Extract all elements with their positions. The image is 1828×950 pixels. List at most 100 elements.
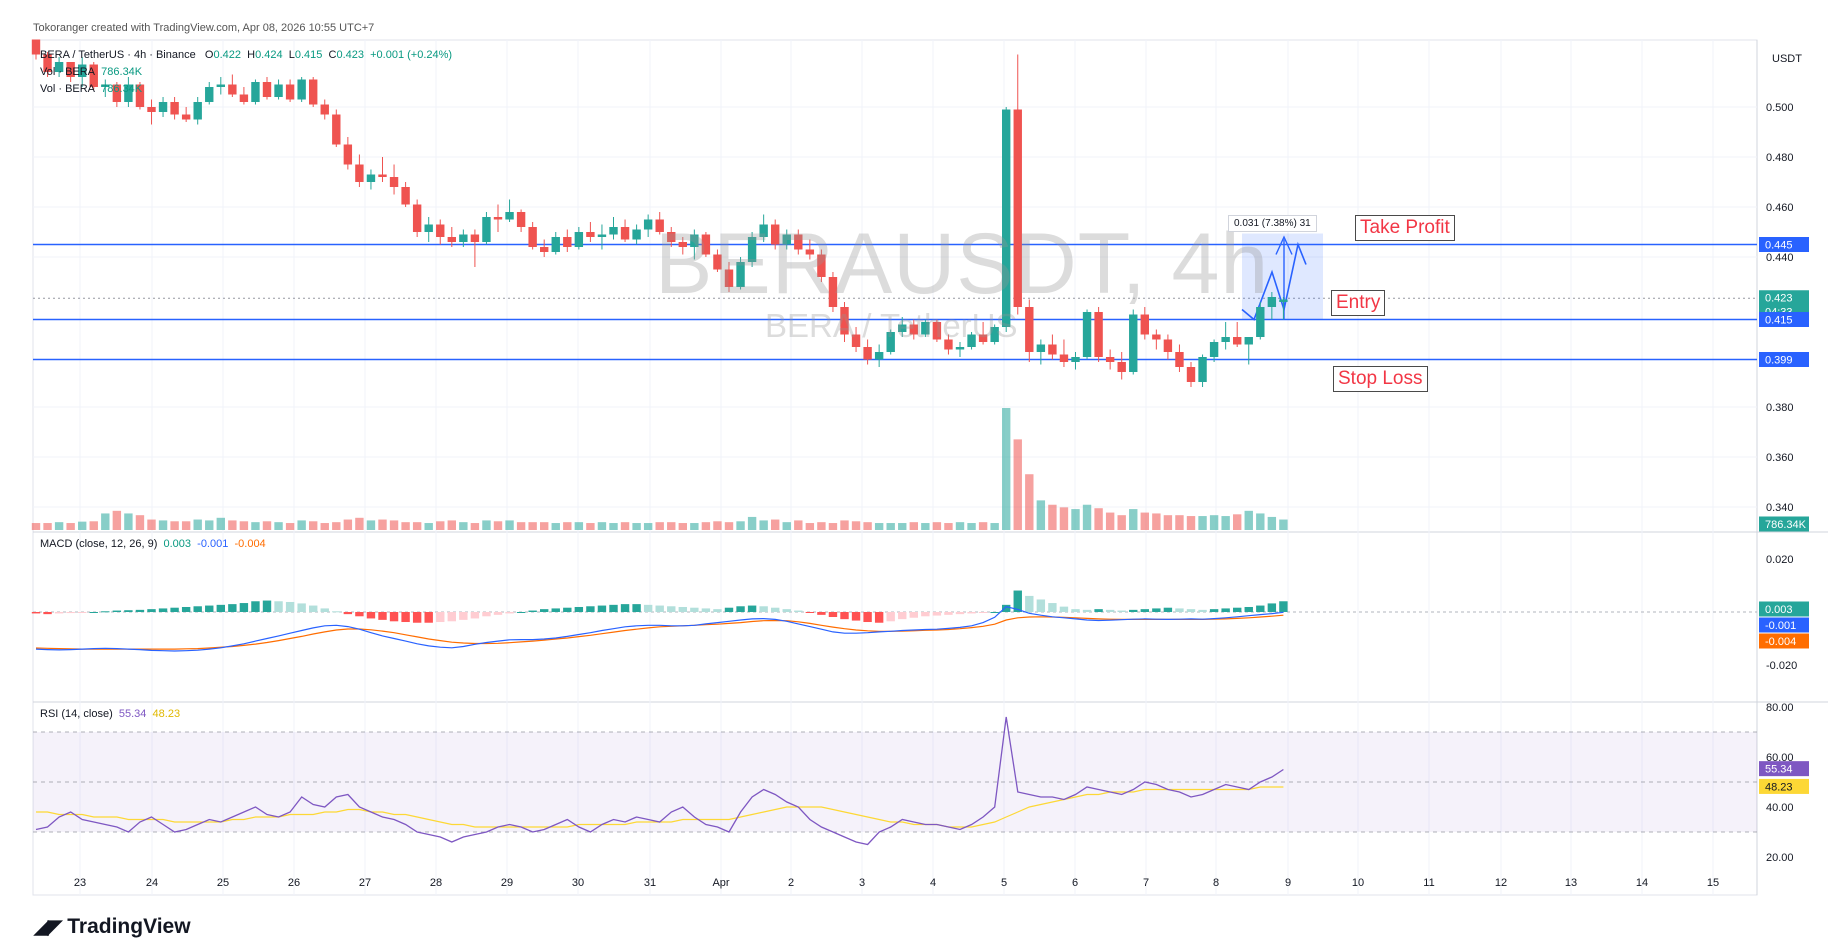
candle-body[interactable]: [158, 102, 168, 112]
candle-body[interactable]: [898, 324, 907, 333]
candle-body[interactable]: [574, 232, 584, 247]
candle-body[interactable]: [1221, 337, 1230, 342]
candle-body[interactable]: [1267, 297, 1277, 307]
candle-body[interactable]: [840, 307, 849, 335]
candle-body[interactable]: [389, 177, 399, 187]
candle-body[interactable]: [990, 327, 999, 342]
entry-label[interactable]: Entry: [1331, 290, 1386, 316]
stop-loss-label[interactable]: Stop Loss: [1333, 366, 1428, 392]
candle-body[interactable]: [181, 114, 191, 120]
candle-body[interactable]: [343, 144, 353, 165]
candle-body[interactable]: [713, 254, 722, 270]
candle-body[interactable]: [724, 269, 734, 288]
candle-body[interactable]: [493, 217, 503, 220]
candle-body[interactable]: [817, 254, 826, 278]
candle-body[interactable]: [540, 247, 549, 252]
candle-body[interactable]: [1198, 357, 1207, 382]
candle-body[interactable]: [135, 84, 145, 108]
candle-body[interactable]: [101, 84, 110, 88]
legend-vol2[interactable]: Vol · BERA 786.34K: [40, 83, 142, 95]
candle-body[interactable]: [228, 84, 237, 95]
candle-body[interactable]: [78, 64, 87, 78]
candle-body[interactable]: [193, 102, 202, 120]
candle-body[interactable]: [921, 322, 930, 335]
candle-body[interactable]: [747, 237, 757, 262]
candle-body[interactable]: [667, 232, 676, 242]
candle-body[interactable]: [274, 84, 283, 98]
candle-body[interactable]: [678, 242, 687, 247]
candle-body[interactable]: [43, 54, 52, 73]
candle-body[interactable]: [1082, 312, 1092, 357]
candle-body[interactable]: [1244, 337, 1253, 345]
candle-body[interactable]: [828, 277, 838, 307]
candle-body[interactable]: [516, 212, 526, 227]
candle-body[interactable]: [1186, 367, 1196, 382]
candle-body[interactable]: [424, 224, 433, 233]
candle-body[interactable]: [1013, 109, 1022, 308]
candle-body[interactable]: [505, 212, 514, 220]
candle-body[interactable]: [863, 347, 872, 360]
candle-body[interactable]: [320, 104, 329, 115]
candle-body[interactable]: [944, 339, 953, 350]
candle-body[interactable]: [436, 224, 445, 238]
candle-body[interactable]: [528, 227, 537, 247]
candle-body[interactable]: [112, 84, 122, 103]
candle-body[interactable]: [620, 227, 630, 240]
candle-body[interactable]: [285, 84, 295, 100]
candle-body[interactable]: [470, 234, 480, 243]
candle-body[interactable]: [205, 87, 214, 102]
candle-body[interactable]: [1071, 357, 1080, 362]
candle-body[interactable]: [932, 322, 942, 340]
candle-body[interactable]: [1059, 354, 1069, 363]
candle-body[interactable]: [955, 347, 965, 350]
candle-body[interactable]: [736, 262, 745, 287]
candle-body[interactable]: [355, 164, 364, 183]
candle-body[interactable]: [886, 332, 895, 352]
legend-symbol[interactable]: BERA / TetherUS · 4h · Binance: [40, 49, 196, 61]
legend-macd[interactable]: MACD (close, 12, 26, 9) 0.003 -0.001 -0.…: [40, 538, 266, 550]
candle-body[interactable]: [482, 217, 491, 242]
candle-body[interactable]: [1025, 307, 1034, 352]
candle-body[interactable]: [1256, 307, 1265, 337]
candle-body[interactable]: [771, 224, 780, 245]
candle-body[interactable]: [1209, 342, 1219, 357]
candle-body[interactable]: [701, 234, 711, 255]
candle-body[interactable]: [216, 84, 225, 88]
candle-body[interactable]: [805, 249, 815, 255]
legend-ohlc[interactable]: BERA / TetherUS · 4h · Binance O0.422 H0…: [40, 49, 452, 61]
candle-body[interactable]: [332, 114, 341, 145]
candle-body[interactable]: [782, 234, 791, 245]
candle-body[interactable]: [643, 219, 653, 230]
candle-body[interactable]: [690, 234, 699, 248]
measure-label[interactable]: 0.031 (7.38%) 31: [1228, 215, 1317, 232]
candle-body[interactable]: [1094, 312, 1103, 357]
candle-body[interactable]: [297, 79, 306, 100]
candle-body[interactable]: [1152, 334, 1161, 340]
legend-rsi[interactable]: RSI (14, close) 55.34 48.23: [40, 708, 180, 720]
candle-body[interactable]: [978, 334, 988, 343]
candle-body[interactable]: [378, 174, 387, 178]
candle-body[interactable]: [459, 234, 468, 243]
candle-body[interactable]: [251, 82, 260, 102]
candle-body[interactable]: [412, 204, 422, 233]
candle-body[interactable]: [851, 334, 861, 348]
candle-body[interactable]: [31, 39, 41, 55]
candle-body[interactable]: [632, 229, 641, 240]
candle-body[interactable]: [1140, 314, 1149, 335]
candle-body[interactable]: [1279, 299, 1288, 303]
candle-body[interactable]: [89, 64, 98, 88]
candle-body[interactable]: [147, 107, 156, 112]
candle-body[interactable]: [794, 234, 803, 250]
candle-body[interactable]: [1002, 109, 1011, 328]
candle-body[interactable]: [66, 62, 75, 77]
candle-body[interactable]: [366, 174, 376, 183]
candle-body[interactable]: [447, 237, 456, 242]
candle-body[interactable]: [609, 227, 618, 235]
candle-body[interactable]: [262, 82, 272, 97]
candle-body[interactable]: [655, 219, 664, 233]
candle-body[interactable]: [1036, 344, 1046, 353]
candle-body[interactable]: [1105, 357, 1115, 362]
candle-body[interactable]: [967, 334, 976, 348]
candle-body[interactable]: [170, 102, 179, 115]
